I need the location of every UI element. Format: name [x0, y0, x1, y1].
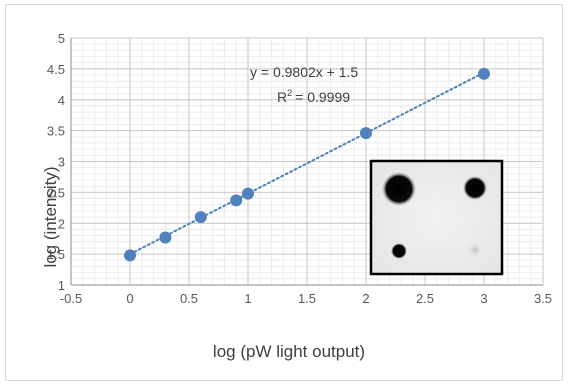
blot-spot-medium	[463, 176, 487, 200]
trendline-equation: y = 0.9802x + 1.5	[250, 64, 358, 80]
trendline-line	[129, 71, 485, 256]
y-tick-label: 5	[58, 31, 65, 46]
x-tick-label: 0	[126, 291, 133, 306]
y-tick-labels: 1 1.5 2 2.5 3 3.5 4 4.5 5	[47, 31, 65, 293]
x-tick-labels: -0.5 0 0.5 1 1.5 2 2.5 3 3.5	[60, 291, 552, 306]
blot-spot-small	[391, 243, 407, 259]
x-tick-label: 2.5	[416, 291, 434, 306]
y-tick-label: 2	[58, 216, 65, 231]
y-tick-label: 3	[58, 155, 65, 170]
data-point	[194, 211, 207, 224]
y-tick-label: 3.5	[47, 124, 65, 139]
trendline	[129, 71, 485, 256]
chart-frame: -0.5 0 0.5 1 1.5 2 2.5 3 3.5 1 1.5 2 2.5 3 3.5 4 4.5 5 y…	[5, 4, 563, 381]
blot-spot-faint	[468, 243, 482, 257]
data-point	[124, 249, 136, 262]
data-points	[124, 67, 490, 262]
y-tick-label: 1.5	[47, 247, 65, 262]
data-point	[242, 187, 254, 200]
r-squared-label: R2 = 0.9999	[277, 88, 350, 105]
x-tick-label: 1	[244, 291, 251, 306]
x-tick-label: 2	[362, 291, 369, 306]
y-axis-title: log (intensity)	[41, 166, 60, 267]
data-point	[159, 231, 172, 244]
data-point	[230, 194, 243, 207]
axes	[70, 38, 543, 286]
x-tick-label: 0.5	[180, 291, 198, 306]
data-point	[478, 67, 490, 80]
x-tick-label: 3	[480, 291, 487, 306]
x-axis-title: log (pW light output)	[213, 342, 365, 361]
x-tick-label: 1.5	[298, 291, 316, 306]
y-tick-label: 1	[58, 278, 65, 293]
y-tick-label: 4	[58, 93, 65, 108]
x-tick-label: 3.5	[534, 291, 552, 306]
y-tick-label: 2.5	[47, 185, 65, 200]
chart-svg: -0.5 0 0.5 1 1.5 2 2.5 3 3.5 1 1.5 2 2.5 3 3.5 4 4.5 5 y…	[41, 31, 552, 361]
x-tick-label: -0.5	[60, 291, 82, 306]
blot-inset-image	[369, 159, 504, 276]
blot-spot-large	[382, 172, 416, 206]
y-tick-label: 4.5	[47, 62, 65, 77]
data-point	[360, 127, 372, 140]
